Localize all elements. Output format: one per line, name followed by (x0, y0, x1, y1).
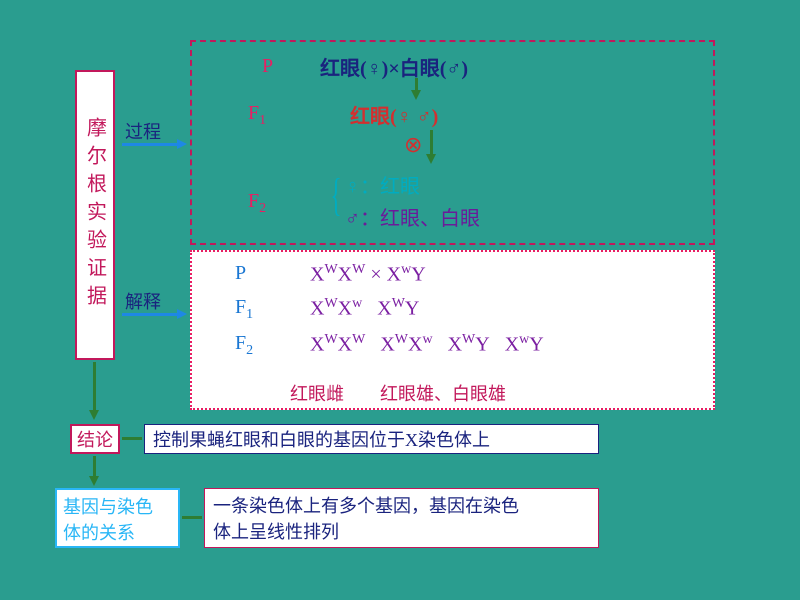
explain-row-genotype: XWXW XWXw XWY XwY (310, 332, 544, 357)
arrow-explain (122, 310, 187, 320)
relation-key-line1: 基因与染色 (63, 494, 172, 520)
process-f1-cross: ⊗ (404, 132, 422, 158)
process-p-label: P (262, 55, 273, 78)
relation-key-line2: 体的关系 (63, 520, 172, 546)
conclusion-box: 控制果蝇红眼和白眼的基因位于X染色体上 (144, 424, 599, 454)
title-text: 摩尔根实验证据 (81, 117, 110, 313)
explain-row-genotype: XWXw XWY (310, 296, 419, 321)
conclusion-text: 控制果蝇红眼和白眼的基因位于X染色体上 (153, 426, 490, 452)
conclusion-key-box: 结论 (70, 424, 120, 454)
brace-icon: { (331, 168, 342, 221)
process-f2-female: ♀：红眼 (345, 170, 420, 199)
relation-line2: 体上呈线性排列 (213, 519, 590, 545)
process-f1-label: F1 (248, 102, 266, 129)
line-conc (122, 437, 142, 440)
conclusion-key-text: 结论 (77, 426, 113, 452)
arrow-f1-to-f2 (427, 130, 437, 164)
arrow-conclusion-to-relation (90, 456, 100, 486)
explain-row-label: F2 (235, 332, 253, 359)
explain-phenotype: 红眼雌 红眼雄、白眼雄 (290, 380, 506, 406)
line-rel (182, 516, 202, 519)
title-morgan-evidence: 摩尔根实验证据 (75, 70, 115, 360)
arrow-title-to-conclusion (90, 362, 100, 422)
explain-row-label: F1 (235, 296, 253, 323)
process-f1-text: 红眼(♀ ♂) (350, 100, 438, 129)
process-p-text: 红眼(♀)×白眼(♂) (320, 52, 468, 81)
relation-box: 一条染色体上有多个基因，基因在染色 体上呈线性排列 (204, 488, 599, 548)
explain-row-label: P (235, 262, 246, 285)
arrow-process (122, 140, 187, 150)
relation-line1: 一条染色体上有多个基因，基因在染色 (213, 493, 590, 519)
relation-key-box: 基因与染色 体的关系 (55, 488, 180, 548)
explain-row-genotype: XWXW × XwY (310, 262, 426, 287)
arrow-p-to-f1 (412, 78, 422, 100)
process-f2-male: ♂：红眼、白眼 (345, 202, 480, 231)
process-f2-label: F2 (248, 190, 266, 217)
